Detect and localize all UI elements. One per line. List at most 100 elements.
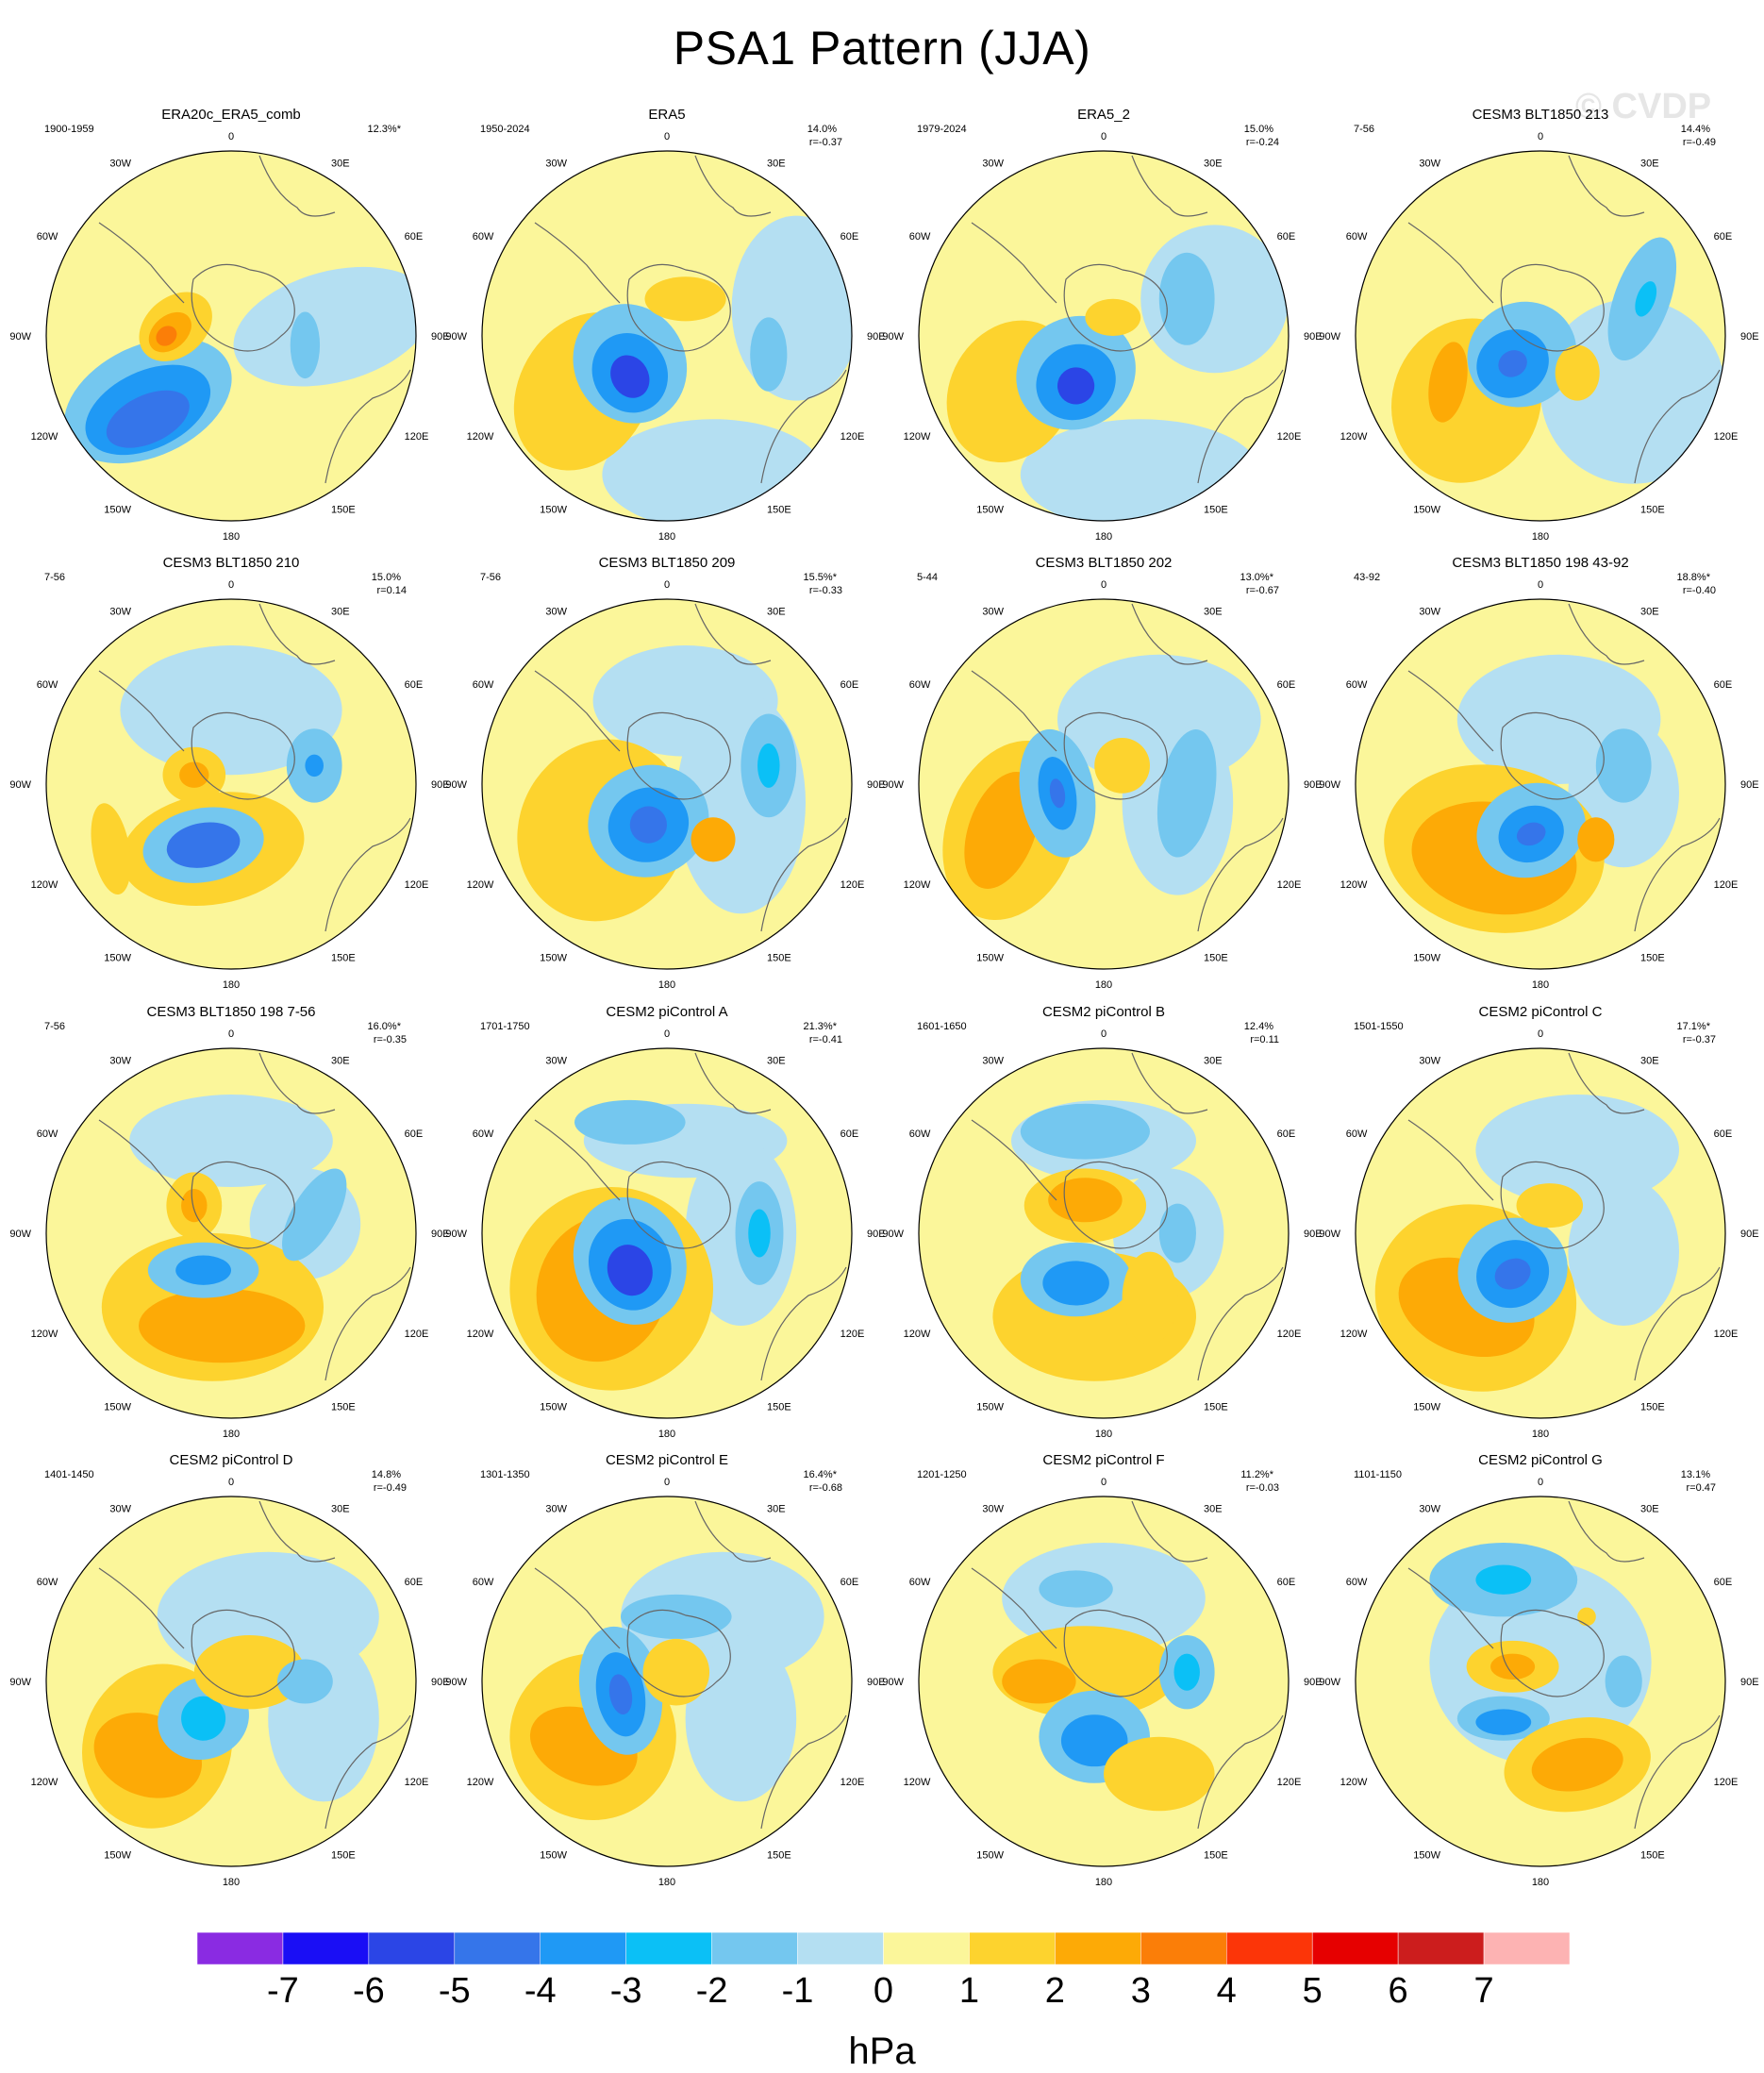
longitude-label: 0 — [1101, 579, 1107, 591]
antarctica-outline — [1063, 1161, 1168, 1249]
longitude-label: 150E — [331, 953, 356, 964]
africa-outline — [1131, 1052, 1208, 1114]
colorbar-swatch — [454, 1931, 541, 1965]
anomaly-contour — [608, 1674, 633, 1715]
longitude-label: 30W — [109, 158, 131, 169]
longitude-label: 30W — [109, 1055, 131, 1066]
south-america-outline — [1407, 1567, 1494, 1649]
map-panel: 0 30E 60E 90E 120E 150E 180 150W 120W 90W 60W 30W ER… — [9, 107, 449, 543]
antarctica-outline — [191, 263, 295, 352]
anomaly-contour — [233, 266, 416, 387]
longitude-label: 60E — [840, 231, 859, 242]
map-panel: 0 30E 60E 90E 120E 150E 180 150W 120W 90W 60W 30W CE… — [1319, 1004, 1758, 1440]
colorbar-tick-label: -7 — [267, 1971, 299, 2011]
longitude-label: 150E — [331, 1402, 356, 1413]
anomaly-contour — [1049, 778, 1066, 809]
panel-title: CESM3 BLT1850 198 7-56 — [147, 1004, 316, 1020]
panel-title: ERA5_2 — [1077, 107, 1130, 123]
map-panel: 0 30E 60E 90E 120E 150E 180 150W 120W 90W 60W 30W CE… — [9, 555, 449, 991]
panel-title: ERA5 — [648, 107, 685, 123]
longitude-label: 60E — [405, 1128, 424, 1140]
antarctica-outline — [626, 263, 731, 352]
colorbar-tick-label: 7 — [1473, 1971, 1493, 2011]
south-america-outline — [98, 1119, 185, 1201]
map-border — [918, 150, 1290, 522]
panel-title: CESM3 BLT1850 198 43-92 — [1452, 555, 1628, 571]
longitude-label: 60E — [1714, 679, 1733, 691]
africa-outline — [258, 1052, 336, 1114]
longitude-label: 60W — [1346, 1577, 1368, 1588]
longitude-label: 60W — [37, 679, 58, 691]
longitude-label: 60W — [473, 679, 494, 691]
panel-variance: 15.0% — [1244, 124, 1273, 135]
colorbar-swatch — [711, 1931, 798, 1965]
panel-title: CESM2 piControl A — [606, 1004, 727, 1020]
anomaly-contour — [607, 1245, 653, 1296]
anomaly-contour — [1516, 1183, 1584, 1229]
longitude-label: 90W — [445, 1677, 467, 1688]
longitude-label: 90W — [9, 331, 31, 343]
longitude-label: 30E — [1204, 158, 1223, 169]
anomaly-contour — [1475, 1709, 1532, 1735]
anomaly-contour — [1060, 1714, 1128, 1767]
panel-period: 1201-1250 — [917, 1469, 967, 1480]
longitude-label: 90E — [431, 1229, 450, 1240]
longitude-label: 120W — [467, 431, 494, 443]
longitude-label: 30E — [1204, 1503, 1223, 1514]
south-america-outline — [98, 222, 185, 304]
longitude-label: 120W — [31, 1329, 58, 1340]
anomaly-contour — [1094, 738, 1150, 794]
longitude-label: 180 — [658, 979, 675, 991]
panel-variance: 15.5%* — [804, 572, 838, 583]
longitude-label: 150W — [976, 953, 1004, 964]
panel-correlation: r=-0.37 — [809, 137, 842, 148]
longitude-label: 120E — [405, 431, 429, 443]
anomaly-contour — [1158, 1203, 1196, 1263]
longitude-label: 120W — [904, 1777, 931, 1788]
panel-correlation: r=0.11 — [1250, 1034, 1279, 1045]
longitude-label: 60W — [37, 1128, 58, 1140]
australia-outline — [1197, 1714, 1284, 1830]
anomaly-contour — [106, 390, 190, 448]
longitude-label: 180 — [1095, 531, 1112, 543]
longitude-label: 150W — [540, 505, 567, 516]
longitude-label: 60E — [840, 1577, 859, 1588]
anomaly-field — [1356, 151, 1725, 521]
antarctica-outline — [626, 711, 731, 800]
australia-outline — [325, 1714, 411, 1830]
longitude-label: 60W — [37, 1577, 58, 1588]
anomaly-contour — [1605, 1655, 1642, 1708]
colorbar-swatch — [797, 1931, 884, 1965]
panel-correlation: r=0.47 — [1687, 1482, 1717, 1494]
longitude-label: 120E — [1277, 1777, 1302, 1788]
map-panel: 0 30E 60E 90E 120E 150E 180 150W 120W 90W 60W 30W CE… — [1319, 1452, 1758, 1888]
anomaly-contour — [305, 754, 325, 777]
panel-correlation: r=-0.03 — [1246, 1482, 1279, 1494]
map-panel: 0 30E 60E 90E 120E 150E 180 150W 120W 90W 60W 30W CE… — [1319, 555, 1758, 991]
longitude-label: 120W — [31, 1777, 58, 1788]
antarctica-outline — [1063, 711, 1168, 800]
antarctica-outline — [191, 711, 295, 800]
map-panel: 0 30E 60E 90E 120E 150E 180 150W 120W 90W 60W 30W CE… — [9, 1452, 449, 1888]
longitude-label: 90E — [867, 1229, 886, 1240]
longitude-label: 120E — [840, 1329, 865, 1340]
panel-correlation: r=-0.49 — [1683, 137, 1716, 148]
africa-outline — [1568, 603, 1645, 665]
anomaly-contour — [1020, 1103, 1150, 1160]
longitude-label: 90E — [431, 779, 450, 791]
anomaly-field — [46, 1048, 416, 1418]
longitude-label: 90E — [1740, 1677, 1759, 1688]
anomaly-contour — [181, 1696, 226, 1741]
colorbar-swatch — [1140, 1931, 1227, 1965]
colorbar-tick-label: 6 — [1389, 1971, 1408, 2011]
anomaly-field — [482, 1048, 852, 1418]
map-panel: 0 30E 60E 90E 120E 150E 180 150W 120W 90W 60W 30W CE… — [1319, 107, 1758, 543]
longitude-label: 60E — [1277, 1577, 1296, 1588]
panel-title: CESM3 BLT1850 210 — [163, 555, 300, 571]
longitude-label: 180 — [1095, 1429, 1112, 1440]
australia-outline — [1634, 817, 1721, 932]
antarctica-outline — [191, 1161, 295, 1249]
panel-title: CESM2 piControl G — [1478, 1452, 1603, 1468]
anomaly-field — [1356, 1496, 1725, 1866]
longitude-label: 120E — [1714, 1329, 1739, 1340]
